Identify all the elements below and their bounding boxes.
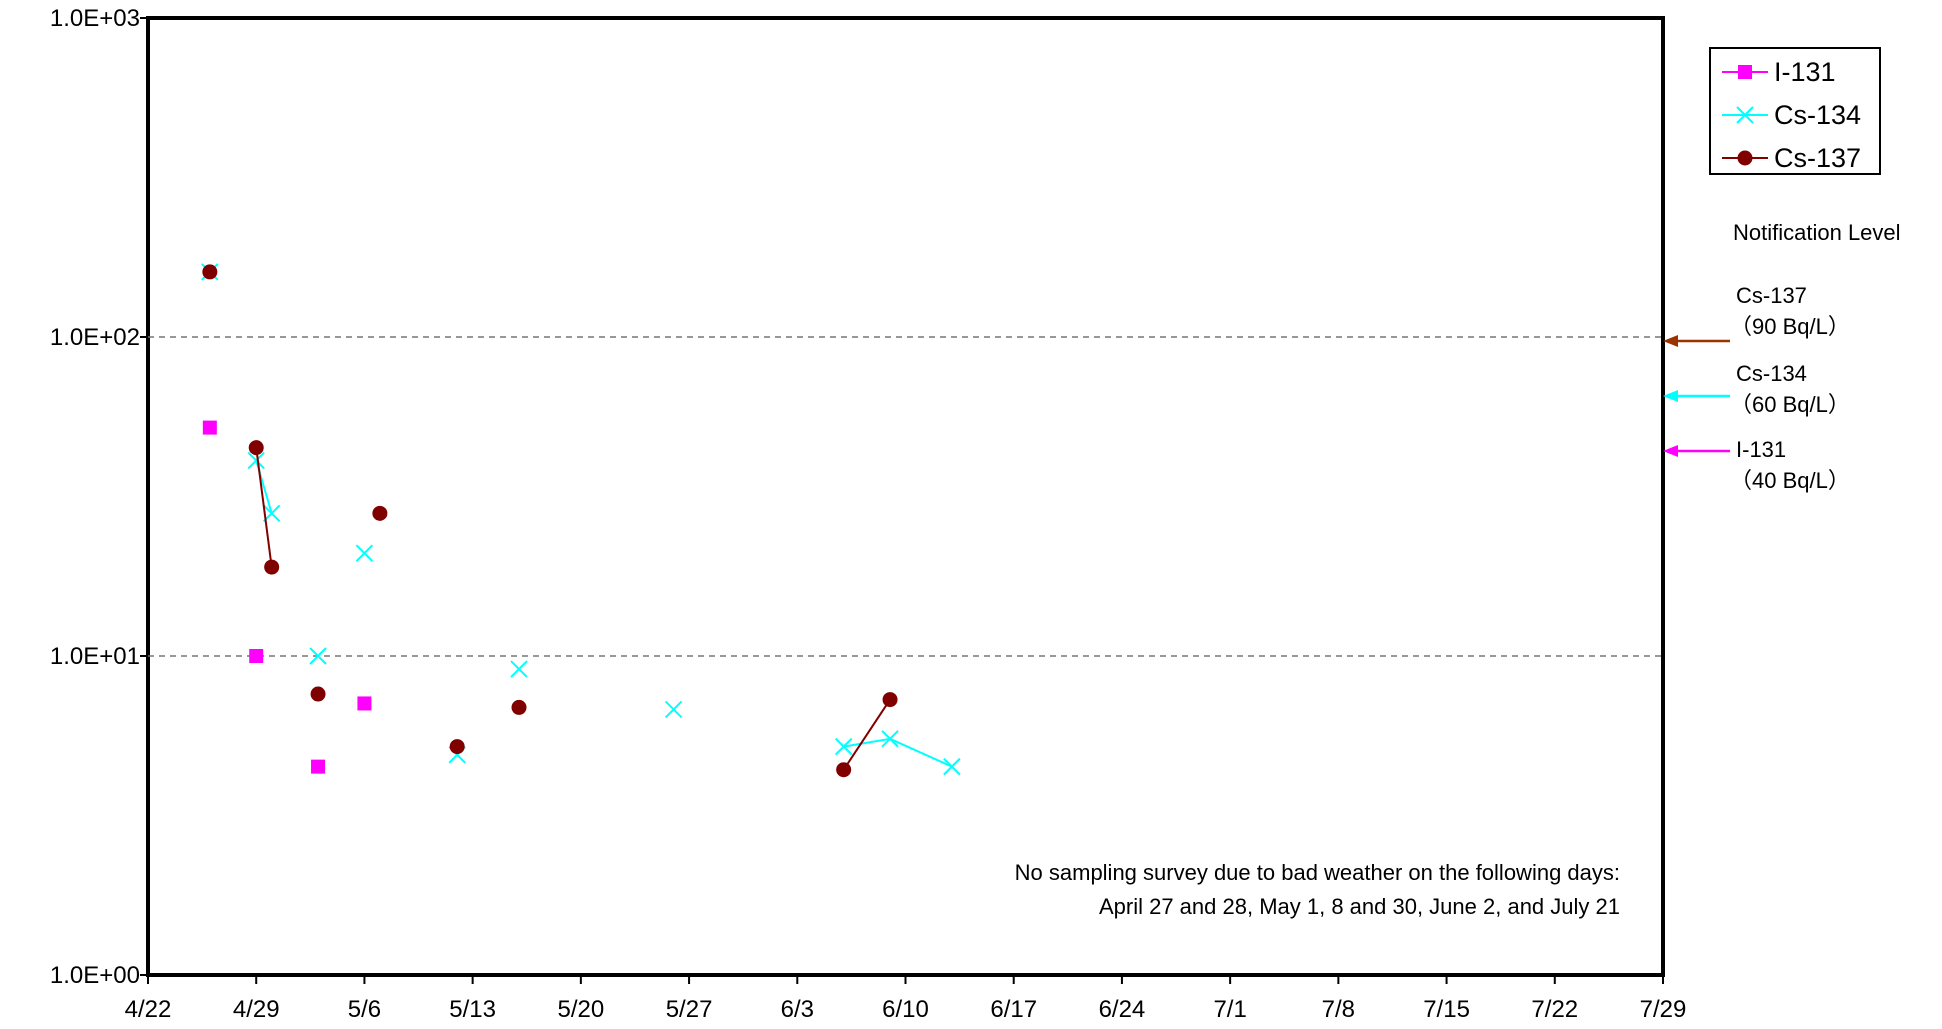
x-axis: 4/22 4/29 5/6 5/13 5/20 5/27 6/3 6/10 6/17 6/24 7/… xyxy=(125,975,1687,1023)
annotation-line-2: April 27 and 28, May 1, 8 and 30, June 2… xyxy=(1099,894,1620,919)
legend-label: Cs-134 xyxy=(1774,100,1861,130)
plot-area xyxy=(146,16,1665,977)
i131-point xyxy=(311,759,326,774)
cs134-point xyxy=(664,700,683,719)
cs134-point xyxy=(510,660,528,678)
x-tick-label: 7/29 xyxy=(1640,996,1687,1023)
cs137-point xyxy=(248,440,264,456)
cs137-point xyxy=(836,762,852,778)
cs134-point xyxy=(355,544,374,562)
cs137-point xyxy=(264,559,280,575)
y-axis: 1.0E+00 1.0E+01 1.0E+02 1.0E+03 xyxy=(50,5,148,989)
cs137-point xyxy=(372,505,388,521)
x-tick-label: 5/6 xyxy=(348,996,381,1023)
i131-point xyxy=(202,420,217,435)
x-tick-label: 7/8 xyxy=(1322,996,1355,1023)
notification-level-item: Cs-134 （60 Bq/L） xyxy=(1663,361,1850,417)
cs137-point xyxy=(202,264,218,280)
x-tick-label: 6/24 xyxy=(1099,996,1146,1023)
arrow-left-icon xyxy=(1663,335,1678,347)
series-line xyxy=(255,447,273,568)
y-tick-label: 1.0E+01 xyxy=(50,643,140,670)
series-layer xyxy=(201,263,961,778)
annotation-note: No sampling survey due to bad weather on… xyxy=(1015,860,1620,919)
cs137-point xyxy=(511,699,527,715)
x-tick-label: 4/29 xyxy=(233,996,280,1023)
cs137-point xyxy=(882,692,898,708)
y-tick-label: 1.0E+02 xyxy=(50,324,140,351)
i131-point xyxy=(249,649,264,663)
legend-item: I-131 xyxy=(1722,57,1836,87)
x-tick-label: 5/27 xyxy=(666,996,713,1023)
notification-level: Notification Level Cs-137 （90 Bq/L） Cs-134… xyxy=(1663,220,1901,493)
arrow-left-icon xyxy=(1663,390,1678,402)
y-tick-label: 1.0E+00 xyxy=(50,962,140,989)
y-tick-label: 1.0E+03 xyxy=(50,5,140,32)
cs134-point xyxy=(1736,106,1754,124)
legend-label: Cs-137 xyxy=(1774,143,1861,173)
x-tick-label: 7/1 xyxy=(1213,996,1246,1023)
notification-level-name: Cs-134 xyxy=(1736,361,1807,386)
notification-level-item: Cs-137 （90 Bq/L） xyxy=(1663,283,1850,347)
x-tick-label: 6/17 xyxy=(990,996,1037,1023)
cs134-point xyxy=(247,451,265,470)
cs134-point xyxy=(943,757,961,776)
cs137-point xyxy=(449,739,465,755)
x-tick-label: 7/15 xyxy=(1423,996,1470,1023)
legend-label: I-131 xyxy=(1774,57,1836,87)
cs134-point xyxy=(834,737,853,756)
notification-level-name: I-131 xyxy=(1736,437,1786,462)
legend: I-131 Cs-134 Cs-137 xyxy=(1709,47,1881,175)
x-tick-label: 4/22 xyxy=(125,996,172,1023)
notification-level-value: （60 Bq/L） xyxy=(1730,392,1850,417)
cs134-point xyxy=(881,730,899,748)
x-tick-label: 6/3 xyxy=(781,996,814,1023)
x-tick-label: 6/10 xyxy=(882,996,929,1023)
cs137-point xyxy=(1737,150,1753,166)
notification-level-value: （90 Bq/L） xyxy=(1730,314,1850,339)
x-tick-label: 5/13 xyxy=(449,996,496,1023)
series-i-131 xyxy=(202,420,372,774)
notification-level-item: I-131 （40 Bq/L） xyxy=(1663,437,1850,493)
series-line xyxy=(842,699,891,771)
x-tick-label: 7/22 xyxy=(1531,996,1578,1023)
series-cs-137 xyxy=(202,264,898,778)
cs137-point xyxy=(310,686,326,702)
i131-point xyxy=(1738,65,1752,79)
legend-item: Cs-134 xyxy=(1722,100,1861,130)
cs134-point xyxy=(309,647,327,665)
notification-level-heading: Notification Level xyxy=(1733,220,1901,245)
i131-point xyxy=(357,696,372,711)
x-tick-label: 5/20 xyxy=(557,996,604,1023)
annotation-line-1: No sampling survey due to bad weather on… xyxy=(1015,860,1620,885)
arrow-left-icon xyxy=(1663,445,1678,457)
notification-level-name: Cs-137 xyxy=(1736,283,1807,308)
legend-item: Cs-137 xyxy=(1722,143,1861,173)
notification-level-value: （40 Bq/L） xyxy=(1730,468,1850,493)
